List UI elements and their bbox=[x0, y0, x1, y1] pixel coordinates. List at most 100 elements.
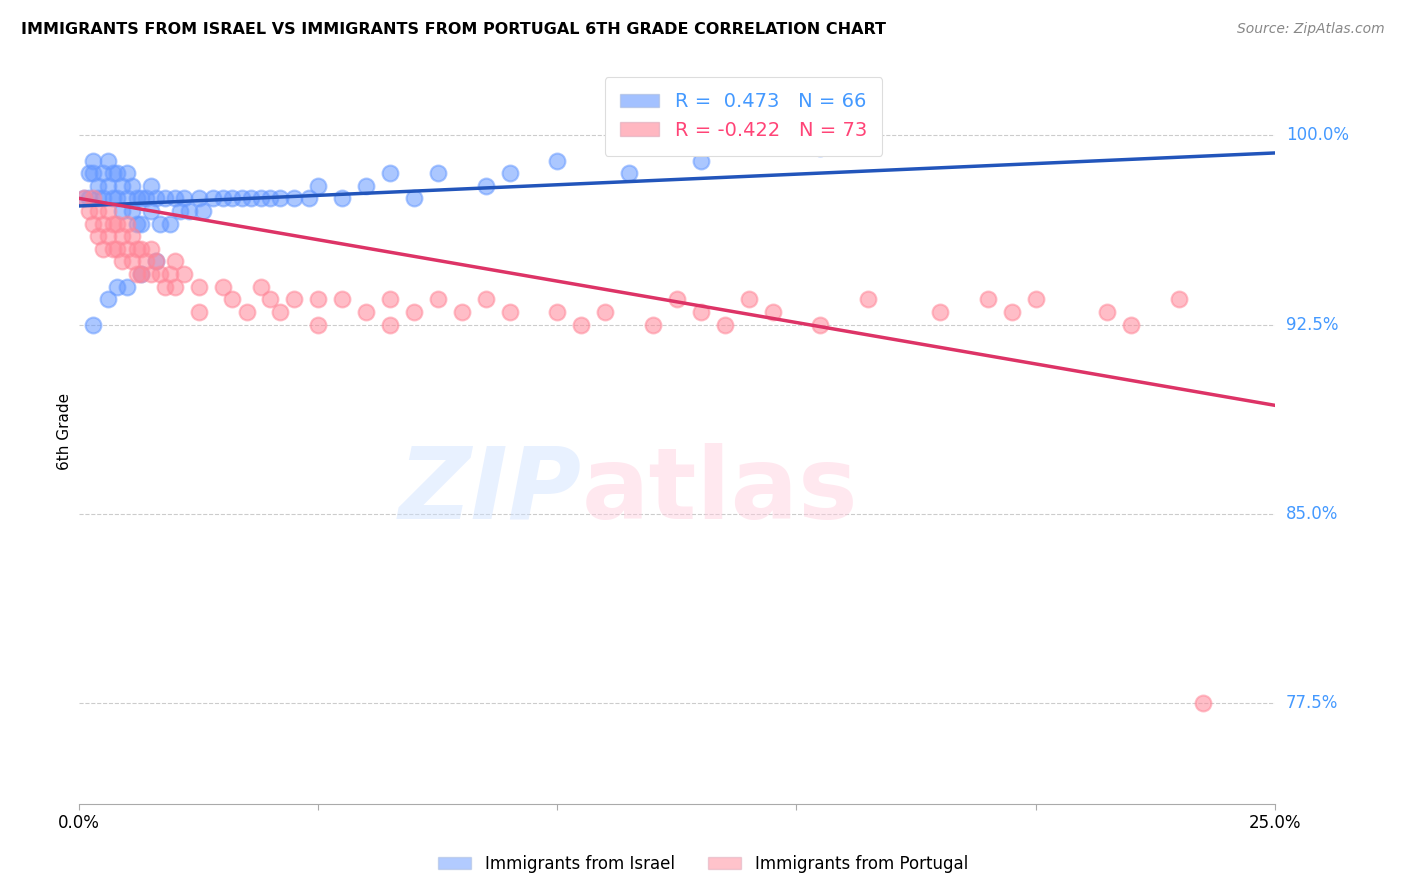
Point bbox=[87, 178, 110, 193]
Point bbox=[231, 191, 253, 205]
Point bbox=[163, 279, 186, 293]
Point bbox=[101, 242, 124, 256]
Point bbox=[111, 204, 134, 219]
Point bbox=[97, 204, 120, 219]
Point bbox=[221, 293, 243, 307]
Point bbox=[111, 229, 134, 244]
Point bbox=[402, 191, 425, 205]
Point bbox=[101, 166, 124, 180]
Point bbox=[450, 305, 472, 319]
Point bbox=[139, 204, 162, 219]
Point bbox=[193, 204, 215, 219]
Point bbox=[105, 279, 128, 293]
Point bbox=[101, 191, 124, 205]
Point bbox=[221, 191, 243, 205]
Point bbox=[211, 279, 233, 293]
Point bbox=[1168, 293, 1191, 307]
Point bbox=[129, 191, 152, 205]
Point bbox=[235, 305, 257, 319]
Point bbox=[1001, 305, 1024, 319]
Point bbox=[125, 191, 148, 205]
Point bbox=[149, 217, 172, 231]
Point bbox=[129, 242, 152, 256]
Point bbox=[115, 279, 138, 293]
Point bbox=[125, 267, 148, 281]
Point bbox=[187, 191, 209, 205]
Text: 100.0%: 100.0% bbox=[1286, 127, 1348, 145]
Point bbox=[240, 191, 263, 205]
Point bbox=[283, 293, 305, 307]
Point bbox=[737, 293, 759, 307]
Point bbox=[163, 254, 186, 268]
Point bbox=[617, 166, 640, 180]
Point bbox=[149, 267, 172, 281]
Point bbox=[173, 191, 195, 205]
Point bbox=[121, 254, 143, 268]
Point bbox=[593, 305, 616, 319]
Point bbox=[250, 279, 273, 293]
Point bbox=[139, 267, 162, 281]
Point bbox=[977, 293, 1000, 307]
Point bbox=[155, 191, 177, 205]
Point bbox=[354, 178, 377, 193]
Point bbox=[250, 191, 273, 205]
Point bbox=[82, 166, 104, 180]
Point bbox=[474, 178, 496, 193]
Point bbox=[105, 166, 128, 180]
Point bbox=[91, 191, 114, 205]
Point bbox=[87, 204, 110, 219]
Point bbox=[330, 293, 353, 307]
Point bbox=[97, 178, 120, 193]
Point bbox=[378, 293, 401, 307]
Point bbox=[97, 293, 120, 307]
Text: 77.5%: 77.5% bbox=[1286, 694, 1339, 712]
Point bbox=[105, 242, 128, 256]
Point bbox=[569, 318, 592, 332]
Point bbox=[87, 229, 110, 244]
Point bbox=[426, 293, 449, 307]
Point bbox=[87, 191, 110, 205]
Point bbox=[139, 178, 162, 193]
Point bbox=[179, 204, 201, 219]
Point bbox=[82, 318, 104, 332]
Point bbox=[139, 242, 162, 256]
Point bbox=[929, 305, 952, 319]
Text: Source: ZipAtlas.com: Source: ZipAtlas.com bbox=[1237, 22, 1385, 37]
Point bbox=[135, 254, 157, 268]
Point bbox=[402, 305, 425, 319]
Point bbox=[121, 204, 143, 219]
Point bbox=[145, 254, 167, 268]
Legend: Immigrants from Israel, Immigrants from Portugal: Immigrants from Israel, Immigrants from … bbox=[432, 848, 974, 880]
Point bbox=[283, 191, 305, 205]
Point bbox=[163, 191, 186, 205]
Point bbox=[761, 305, 783, 319]
Point bbox=[307, 318, 329, 332]
Text: atlas: atlas bbox=[581, 442, 858, 540]
Point bbox=[77, 191, 100, 205]
Point bbox=[91, 242, 114, 256]
Point bbox=[665, 293, 688, 307]
Text: 92.5%: 92.5% bbox=[1286, 316, 1339, 334]
Point bbox=[426, 166, 449, 180]
Point bbox=[121, 229, 143, 244]
Point bbox=[641, 318, 664, 332]
Point bbox=[82, 191, 104, 205]
Point bbox=[115, 191, 138, 205]
Point bbox=[115, 242, 138, 256]
Point bbox=[474, 293, 496, 307]
Point bbox=[111, 178, 134, 193]
Point bbox=[97, 229, 120, 244]
Point bbox=[307, 178, 329, 193]
Point bbox=[129, 267, 152, 281]
Point bbox=[77, 166, 100, 180]
Point bbox=[101, 217, 124, 231]
Point bbox=[125, 217, 148, 231]
Point bbox=[307, 293, 329, 307]
Point bbox=[135, 191, 157, 205]
Point bbox=[259, 293, 281, 307]
Point bbox=[378, 166, 401, 180]
Point bbox=[689, 153, 711, 168]
Legend: R =  0.473   N = 66, R = -0.422   N = 73: R = 0.473 N = 66, R = -0.422 N = 73 bbox=[605, 77, 883, 155]
Point bbox=[330, 191, 353, 205]
Point bbox=[155, 279, 177, 293]
